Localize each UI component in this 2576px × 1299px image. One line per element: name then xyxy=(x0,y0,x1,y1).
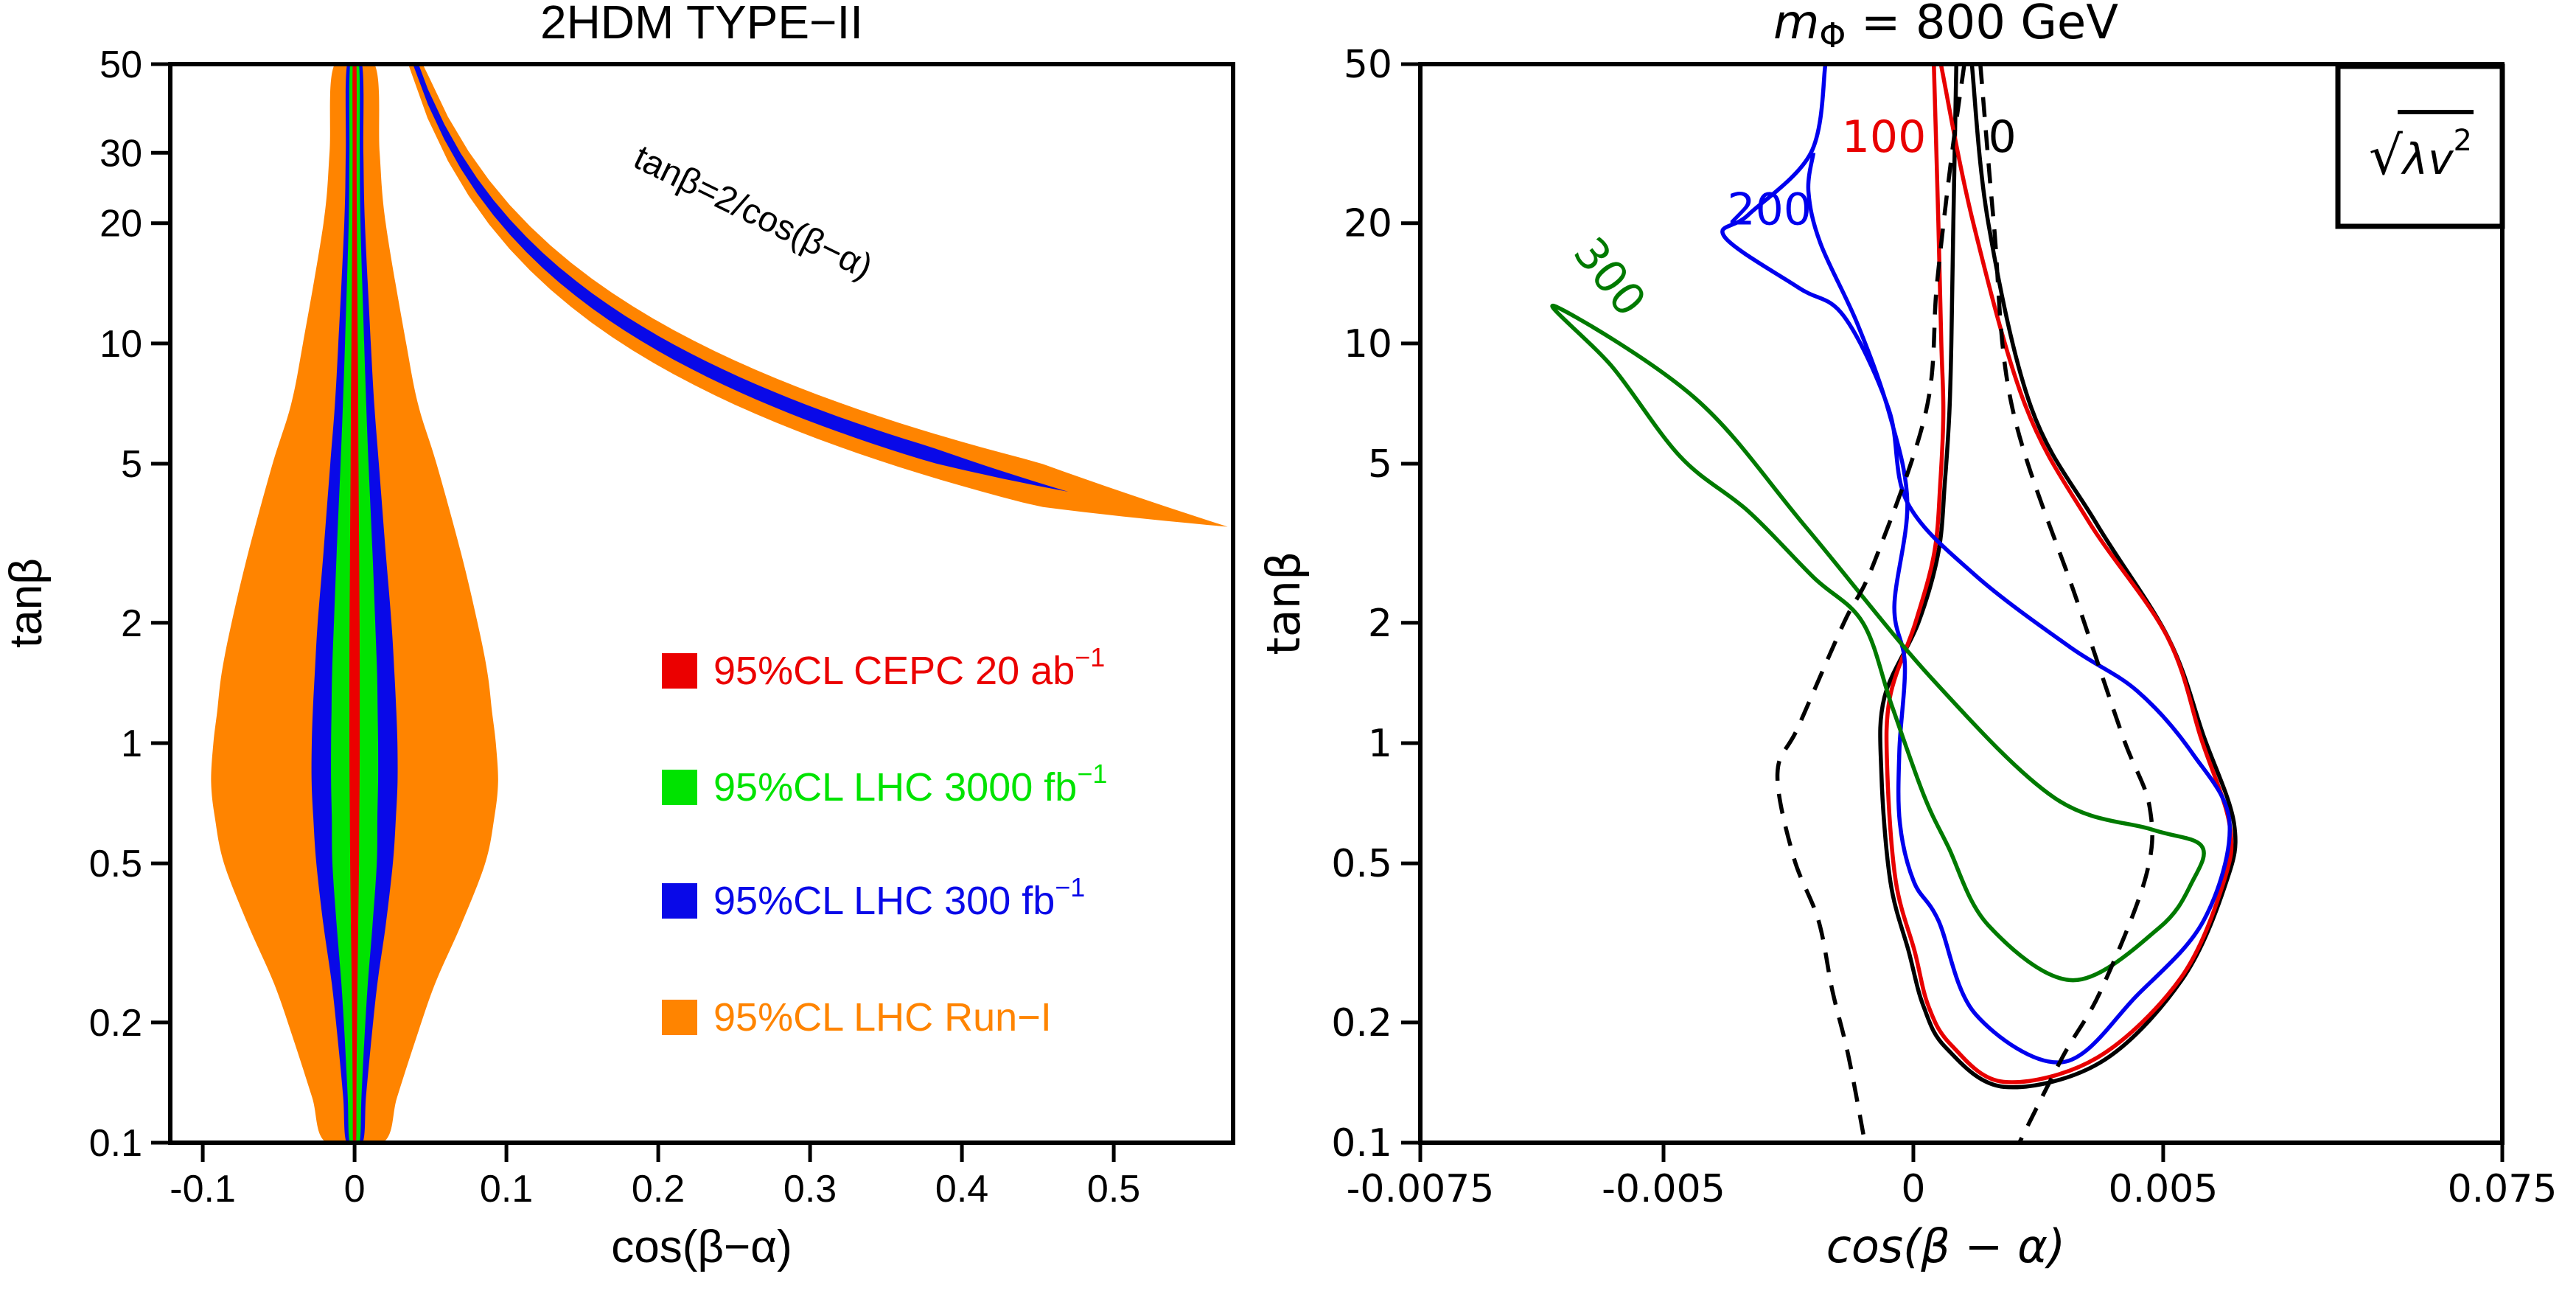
left-plot: 2HDM TYPE−II tanβ=2/cos(β−α) 95%CL CEPC … xyxy=(1,0,1235,1272)
y-tick-label: 20 xyxy=(1344,202,1392,246)
x-tick-label: 0.3 xyxy=(783,1168,837,1211)
contour-sqrt-lambda-v2-200 xyxy=(1720,64,2232,1065)
right-plot-frame xyxy=(1418,62,2505,1145)
contour-label: 200 xyxy=(1727,184,1812,236)
right-plot-title: mΦ = 800 GeV xyxy=(1773,0,2118,55)
left-plot-ticks xyxy=(151,62,1116,1162)
sqrt-lambda-label: √λv2 xyxy=(2369,124,2472,187)
legend-label: 95%CL LHC Run−I xyxy=(713,995,1052,1039)
left-plot-xlabel: cos(β−α) xyxy=(611,1222,792,1272)
left-plot-annotation-group: tanβ=2/cos(β−α) xyxy=(628,138,879,287)
legend-label: 95%CL LHC 3000 fb−1 xyxy=(713,759,1107,809)
y-tick-label: 20 xyxy=(100,203,142,245)
legend-swatch xyxy=(662,770,697,805)
hyperbola-annotation: tanβ=2/cos(β−α) xyxy=(628,138,879,287)
y-tick-label: 0.2 xyxy=(89,1002,142,1045)
contour-sqrt-lambda-v2-100 xyxy=(1884,64,2234,1084)
contour-label-group: 300 xyxy=(1563,228,1656,326)
legend-swatch xyxy=(662,1000,697,1035)
right-plot-ticks xyxy=(1401,62,2505,1162)
y-tick-label: 2 xyxy=(1368,602,1392,646)
x-tick-label: 0 xyxy=(344,1168,366,1211)
y-tick-label: 0.5 xyxy=(1331,842,1392,886)
contour-sqrt-lambda-v2-0 xyxy=(1878,64,2238,1090)
contour-label: 100 xyxy=(1842,111,1927,163)
right-plot-tick-labels: -0.0075 -0.005 0 0.005 0.075 50 20 10 5 2 1 0.5 0.2 0… xyxy=(1331,43,2557,1211)
legend-swatch xyxy=(662,653,697,689)
left-plot-title: 2HDM TYPE−II xyxy=(540,0,863,49)
left-plot-ylabel: tanβ xyxy=(1,558,52,648)
region-hyperbola-orange xyxy=(408,64,1228,527)
x-tick-label: 0.4 xyxy=(935,1168,988,1211)
contour-label: 0 xyxy=(1989,111,2017,163)
region-hyperbola-blue xyxy=(413,64,1069,492)
y-tick-label: 10 xyxy=(1344,322,1392,366)
contour-label: 300 xyxy=(1563,228,1656,326)
legend-swatch xyxy=(662,883,697,919)
y-tick-label: 50 xyxy=(1344,43,1392,87)
contour-dashed-constraint-right xyxy=(1978,64,2154,1143)
left-plot-legend: 95%CL CEPC 20 ab−1 95%CL LHC 3000 fb−1 95%… xyxy=(662,642,1107,1039)
x-tick-label: 0 xyxy=(1901,1167,1925,1211)
legend-label: 95%CL LHC 300 fb−1 xyxy=(713,872,1085,923)
right-plot-ylabel-group: tanβ xyxy=(1257,551,1310,655)
right-plot-contour-labels: 0 100 200 300 xyxy=(1563,111,2017,327)
x-tick-label: 0.1 xyxy=(480,1168,533,1211)
y-tick-label: 5 xyxy=(1368,442,1392,487)
region-central-red xyxy=(349,64,360,1143)
right-plot-ylabel: tanβ xyxy=(1257,551,1310,655)
left-plot-regions xyxy=(211,64,1228,1143)
contour-label-group: 0 xyxy=(1989,111,2017,163)
x-tick-label: -0.1 xyxy=(170,1168,236,1211)
y-tick-label: 30 xyxy=(100,132,142,175)
y-tick-label: 5 xyxy=(121,443,142,486)
y-tick-label: 0.1 xyxy=(89,1122,142,1165)
right-plot-contours xyxy=(1550,64,2238,1143)
y-tick-label: 50 xyxy=(100,43,142,86)
left-plot-frame xyxy=(168,62,1235,1145)
y-tick-label: 1 xyxy=(121,722,142,765)
contour-label-group: 200 xyxy=(1727,184,1812,236)
contour-dashed-constraint-left xyxy=(1775,64,1966,1143)
x-tick-label: 0.2 xyxy=(632,1168,685,1211)
x-tick-label: 0.005 xyxy=(2108,1167,2218,1211)
x-tick-label: -0.005 xyxy=(1602,1167,1725,1211)
y-tick-label: 0.5 xyxy=(89,843,142,885)
left-plot-ylabel-group: tanβ xyxy=(1,558,52,648)
x-tick-label: -0.0075 xyxy=(1347,1167,1495,1211)
legend-label: 95%CL CEPC 20 ab−1 xyxy=(713,642,1105,693)
y-tick-label: 1 xyxy=(1368,722,1392,766)
sqrt-lambda-box: √λv2 xyxy=(2335,63,2505,229)
x-tick-label: 0.075 xyxy=(2448,1167,2558,1211)
y-tick-label: 0.2 xyxy=(1331,1001,1392,1045)
right-plot-xlabel: cos(β − α) xyxy=(1826,1219,2066,1273)
x-tick-label: 0.5 xyxy=(1087,1168,1140,1211)
y-tick-label: 2 xyxy=(121,602,142,645)
contour-sqrt-lambda-v2-300 xyxy=(1550,303,2206,983)
y-tick-label: 10 xyxy=(100,323,142,366)
y-tick-label: 0.1 xyxy=(1331,1121,1392,1166)
sqrt-lambda-box-frame xyxy=(2335,63,2505,229)
contour-label-group: 100 xyxy=(1842,111,1927,163)
left-plot-tick-labels: -0.1 0 0.1 0.2 0.3 0.4 0.5 50 30 20 10 5 2 1 0.5 0.2 0.1 xyxy=(89,43,1141,1211)
right-plot: mΦ = 800 GeV 0 100 200 300 -0.0075 -0.005 0 0.… xyxy=(1257,0,2557,1273)
